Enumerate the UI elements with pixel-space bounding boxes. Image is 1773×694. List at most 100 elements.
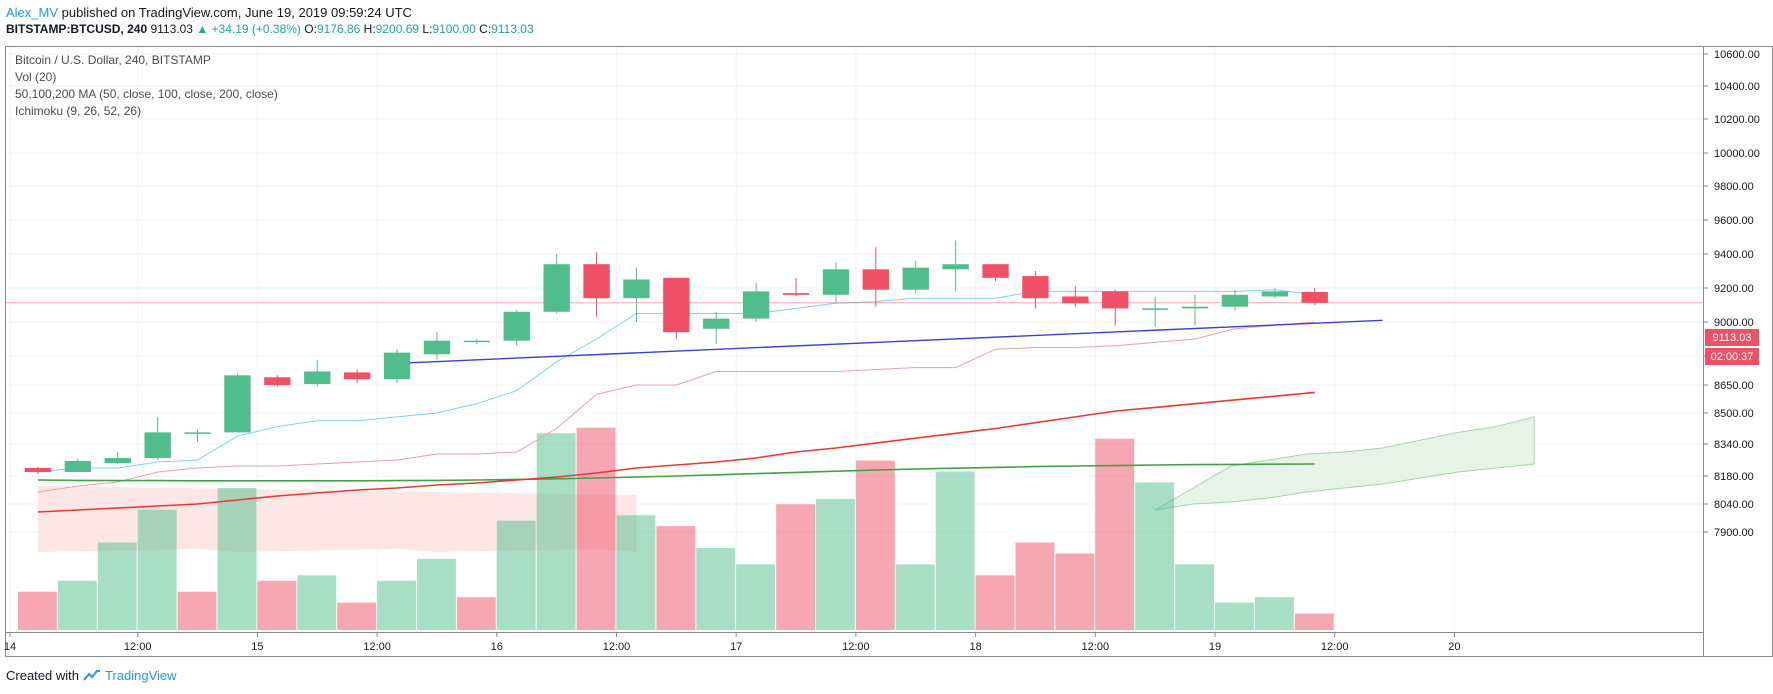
price-change: ▲ +34.19 (+0.38%) (196, 22, 301, 36)
time-tick-label: 20 (1448, 641, 1460, 653)
candle-body (1181, 306, 1209, 309)
publish-line: Alex_MV published on TradingView.com, Ju… (6, 5, 412, 20)
candle-body (503, 311, 530, 341)
time-tick-label: 15 (251, 641, 263, 653)
time-tick-label: 16 (491, 641, 503, 653)
candle-body (264, 377, 291, 385)
volume-bar (217, 487, 257, 630)
time-tick-label: 18 (969, 641, 981, 653)
volume-bar (57, 580, 97, 630)
time-tick-label: 17 (730, 641, 742, 653)
volume-bar (177, 591, 217, 630)
open-label: O: (304, 22, 317, 36)
volume-bar (616, 515, 656, 630)
candle-body (1261, 291, 1289, 297)
tradingview-brand-link[interactable]: TradingView (104, 668, 177, 683)
candle-body (942, 264, 969, 270)
candle-body (184, 432, 211, 434)
last-price-badge-text: 9113.03 (1713, 332, 1752, 344)
volume-bar (456, 597, 496, 630)
volume-bar (417, 558, 456, 630)
close-value: 9113.03 (491, 22, 534, 36)
time-tick-label: 12:00 (1082, 641, 1110, 653)
ichimoku-bull-cloud (1154, 416, 1535, 511)
price-tick-label: 9800.00 (1714, 181, 1754, 193)
price-tick-label: 9400.00 (1714, 249, 1754, 261)
volume-bar (855, 460, 895, 630)
candle-body (64, 461, 92, 472)
price-tick-label: 8040.00 (1714, 499, 1754, 511)
footer: Created with TradingView (6, 668, 177, 683)
time-tick-label: 12:00 (842, 641, 870, 653)
countdown-badge-text: 02:00:37 (1711, 351, 1754, 363)
candle-body (104, 458, 131, 463)
volume-bars (18, 427, 1334, 630)
candle-body (543, 264, 570, 312)
price-tick-label: 8650.00 (1714, 380, 1754, 392)
candle-body (782, 293, 810, 295)
tradingview-logo-icon (83, 669, 100, 681)
volume-bar (1254, 597, 1294, 630)
indicator-lines (6, 289, 1703, 513)
price-tick-label: 9200.00 (1714, 283, 1754, 295)
price-axis[interactable]: 7900.00 8040.00 8180.00 8340.00 8500.00 8650.… (1703, 49, 1760, 539)
author-link[interactable]: Alex_MV (6, 5, 59, 20)
candle-body (583, 264, 610, 299)
ichimoku-bear-cloud (37, 486, 637, 552)
created-with-text: Created with (6, 668, 79, 683)
volume-bar (696, 548, 736, 630)
volume-bar (895, 564, 935, 630)
countdown-badge: 02:00:37 (1705, 348, 1759, 365)
ma50-line (37, 391, 1315, 513)
time-axis[interactable]: 14 12:00 15 12:00 16 12:00 17 12:00 18 12:00 19 12:… (4, 632, 1461, 653)
candles (24, 240, 1328, 474)
candle-body (862, 269, 890, 290)
price-tick-label: 9600.00 (1714, 215, 1754, 227)
candle-body (304, 371, 331, 385)
time-tick-label: 12:00 (124, 641, 152, 653)
kijun-line (37, 321, 1315, 493)
candle-body (423, 340, 451, 355)
candle-body (822, 269, 850, 295)
volume-bar (1135, 482, 1175, 630)
low-value: 9100.00 (432, 22, 476, 36)
legend-volume: Vol (20) (15, 70, 56, 84)
candle-body (1062, 296, 1089, 304)
close-label: C: (479, 22, 492, 36)
high-label: H: (363, 22, 376, 36)
price-tick-label: 8340.00 (1714, 439, 1754, 451)
price-tick-label: 8180.00 (1714, 471, 1754, 483)
volume-bar (576, 427, 616, 630)
time-tick-label: 12:00 (1321, 641, 1349, 653)
price-tick-label: 10200.00 (1714, 114, 1760, 126)
volume-bar (935, 471, 975, 630)
price-tick-label: 7900.00 (1714, 527, 1754, 539)
candle-body (902, 267, 929, 290)
time-tick-label: 19 (1209, 641, 1221, 653)
open-value: 9176.86 (316, 22, 361, 36)
volume-bar (536, 433, 576, 630)
candle-body (623, 279, 650, 299)
volume-bar (816, 498, 855, 630)
volume-bar (776, 504, 815, 630)
symbol-label: BITSTAMP:BTCUSD, 240 (6, 22, 148, 36)
published-text: published on TradingView.com, June 19, 2… (61, 5, 412, 20)
price-tick-label: 10000.00 (1714, 148, 1760, 160)
candle-body (144, 432, 171, 458)
ma100-line (37, 463, 1315, 482)
time-tick-label: 12:00 (603, 641, 631, 653)
legend-ma: 50,100,200 MA (50, close, 100, close, 20… (15, 87, 278, 101)
legend-ichimoku: Ichimoku (9, 26, 52, 26) (15, 104, 141, 118)
volume-bar (1175, 564, 1214, 630)
volume-bar (1015, 542, 1055, 630)
volume-bar (137, 509, 177, 630)
high-value: 9200.69 (375, 22, 420, 36)
volume-bar (736, 564, 776, 630)
volume-bar (1294, 613, 1334, 630)
candle-body (343, 372, 371, 380)
candle-body (1301, 291, 1328, 303)
price-tick-label: 9000.00 (1714, 317, 1754, 329)
candle-body (742, 291, 770, 319)
low-label: L: (422, 22, 433, 36)
